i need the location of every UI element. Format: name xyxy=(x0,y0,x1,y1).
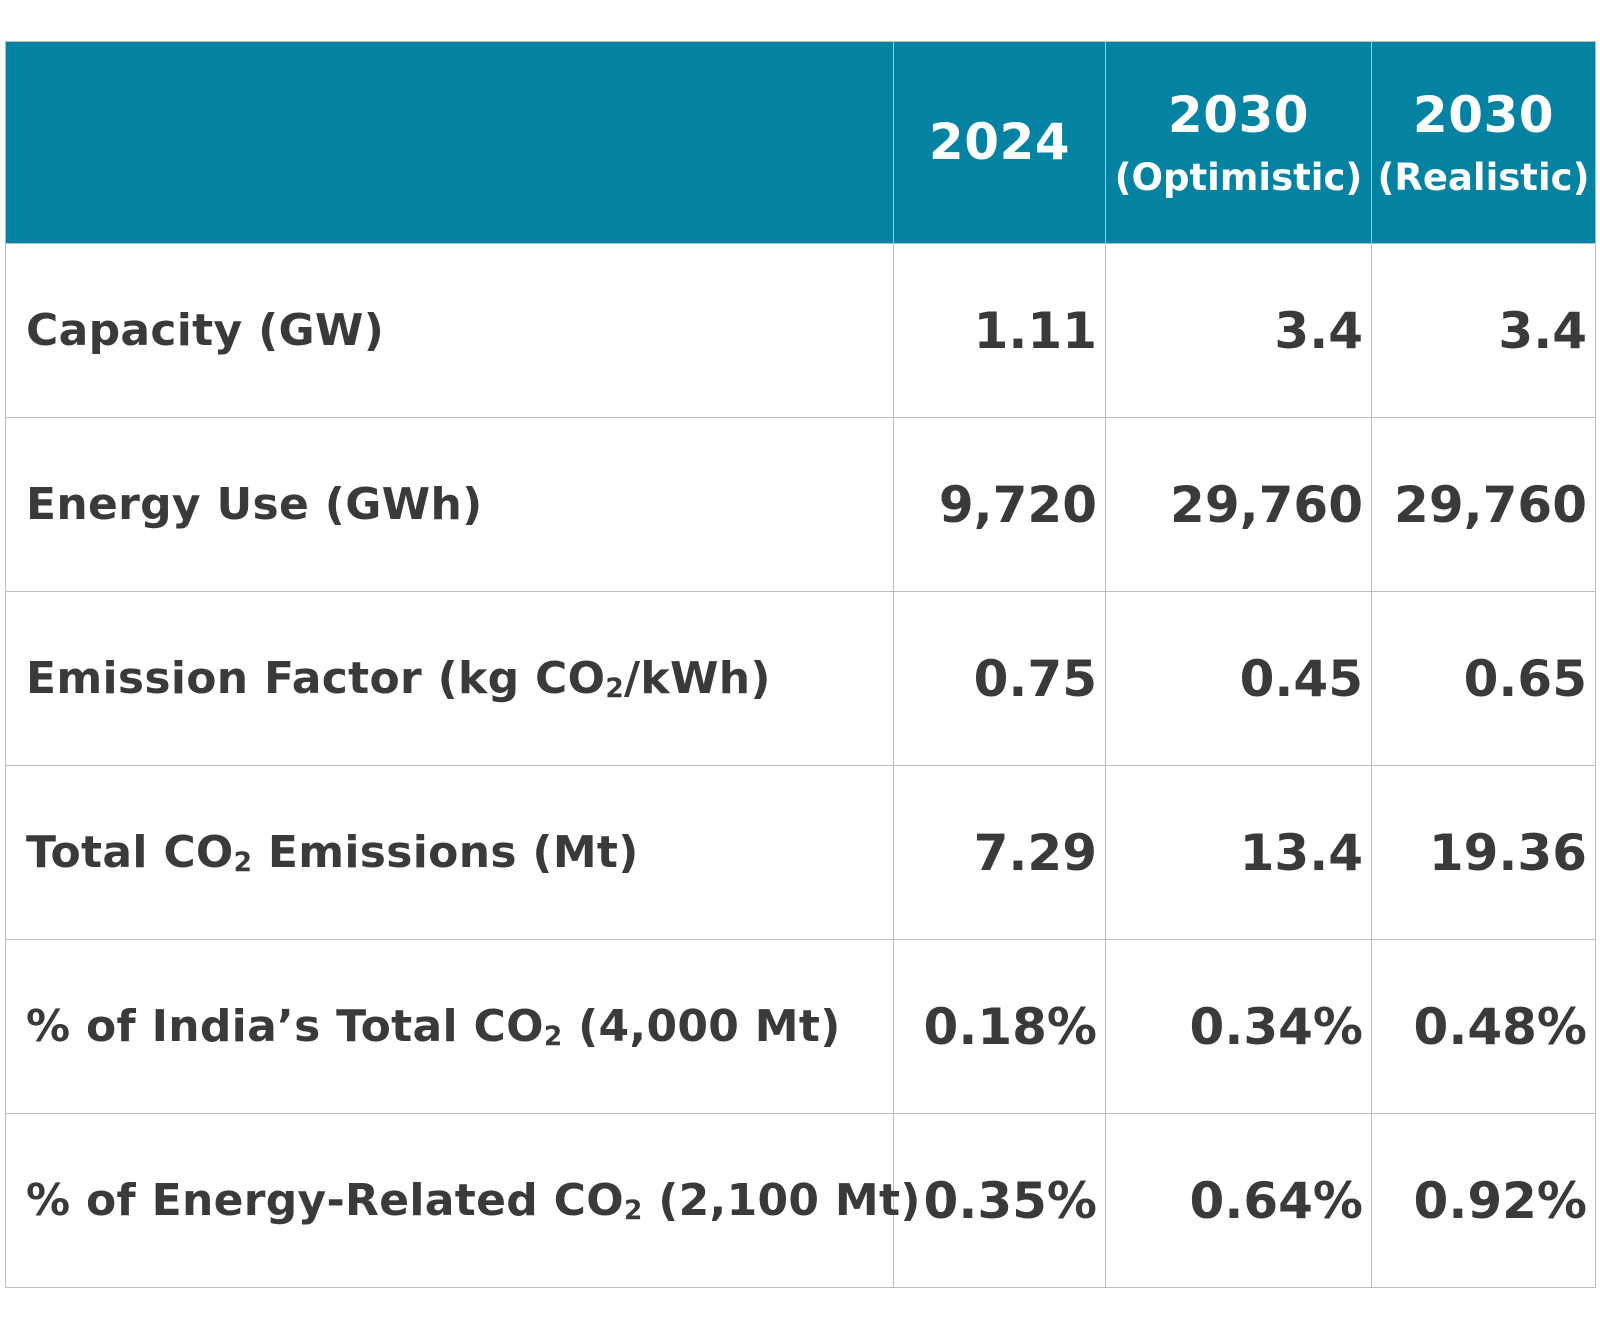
value-2030-realistic: 0.65 xyxy=(1371,591,1596,766)
metric-label: Capacity (GW) xyxy=(5,243,894,418)
header-cell-2024: 2024 xyxy=(893,41,1106,244)
emissions-table: 2024 2030 (Optimistic) 2030 (Realistic) … xyxy=(5,41,1596,1288)
table-row: Total CO2 Emissions (Mt) 7.29 13.4 19.36 xyxy=(5,765,1596,940)
header-scenario: (Realistic) xyxy=(1377,155,1590,199)
value-2024: 0.18% xyxy=(893,939,1106,1114)
value-2030-realistic: 0.92% xyxy=(1371,1113,1596,1288)
value-2024: 1.11 xyxy=(893,243,1106,418)
table-row: Capacity (GW) 1.11 3.4 3.4 xyxy=(5,243,1596,418)
metric-label: Energy Use (GWh) xyxy=(5,417,894,592)
value-2030-optimistic: 29,760 xyxy=(1105,417,1372,592)
value-2024: 0.75 xyxy=(893,591,1106,766)
value-2030-realistic: 19.36 xyxy=(1371,765,1596,940)
header-cell-2030-realistic: 2030 (Realistic) xyxy=(1371,41,1596,244)
table-row: Emission Factor (kg CO2/kWh) 0.75 0.45 0… xyxy=(5,591,1596,766)
value-2024: 9,720 xyxy=(893,417,1106,592)
metric-label: Total CO2 Emissions (Mt) xyxy=(5,765,894,940)
header-year: 2030 xyxy=(1167,86,1310,145)
metric-label: Emission Factor (kg CO2/kWh) xyxy=(5,591,894,766)
value-2024: 7.29 xyxy=(893,765,1106,940)
header-cell-2030-optimistic: 2030 (Optimistic) xyxy=(1105,41,1372,244)
table-row: Energy Use (GWh) 9,720 29,760 29,760 xyxy=(5,417,1596,592)
header-year: 2030 xyxy=(1412,86,1555,145)
value-2030-realistic: 3.4 xyxy=(1371,243,1596,418)
header-cell-metric xyxy=(5,41,894,244)
value-2030-realistic: 0.48% xyxy=(1371,939,1596,1114)
table-row: % of Energy-Related CO2 (2,100 Mt) 0.35%… xyxy=(5,1113,1596,1288)
value-2030-optimistic: 3.4 xyxy=(1105,243,1372,418)
metric-label: % of India’s Total CO2 (4,000 Mt) xyxy=(5,939,894,1114)
header-scenario: (Optimistic) xyxy=(1114,155,1363,199)
value-2030-optimistic: 0.64% xyxy=(1105,1113,1372,1288)
value-2030-optimistic: 13.4 xyxy=(1105,765,1372,940)
value-2024: 0.35% xyxy=(893,1113,1106,1288)
table-row: % of India’s Total CO2 (4,000 Mt) 0.18% … xyxy=(5,939,1596,1114)
value-2030-optimistic: 0.34% xyxy=(1105,939,1372,1114)
metric-label: % of Energy-Related CO2 (2,100 Mt) xyxy=(5,1113,920,1288)
header-row: 2024 2030 (Optimistic) 2030 (Realistic) xyxy=(5,41,1596,244)
header-year: 2024 xyxy=(928,113,1071,172)
value-2030-optimistic: 0.45 xyxy=(1105,591,1372,766)
value-2030-realistic: 29,760 xyxy=(1371,417,1596,592)
